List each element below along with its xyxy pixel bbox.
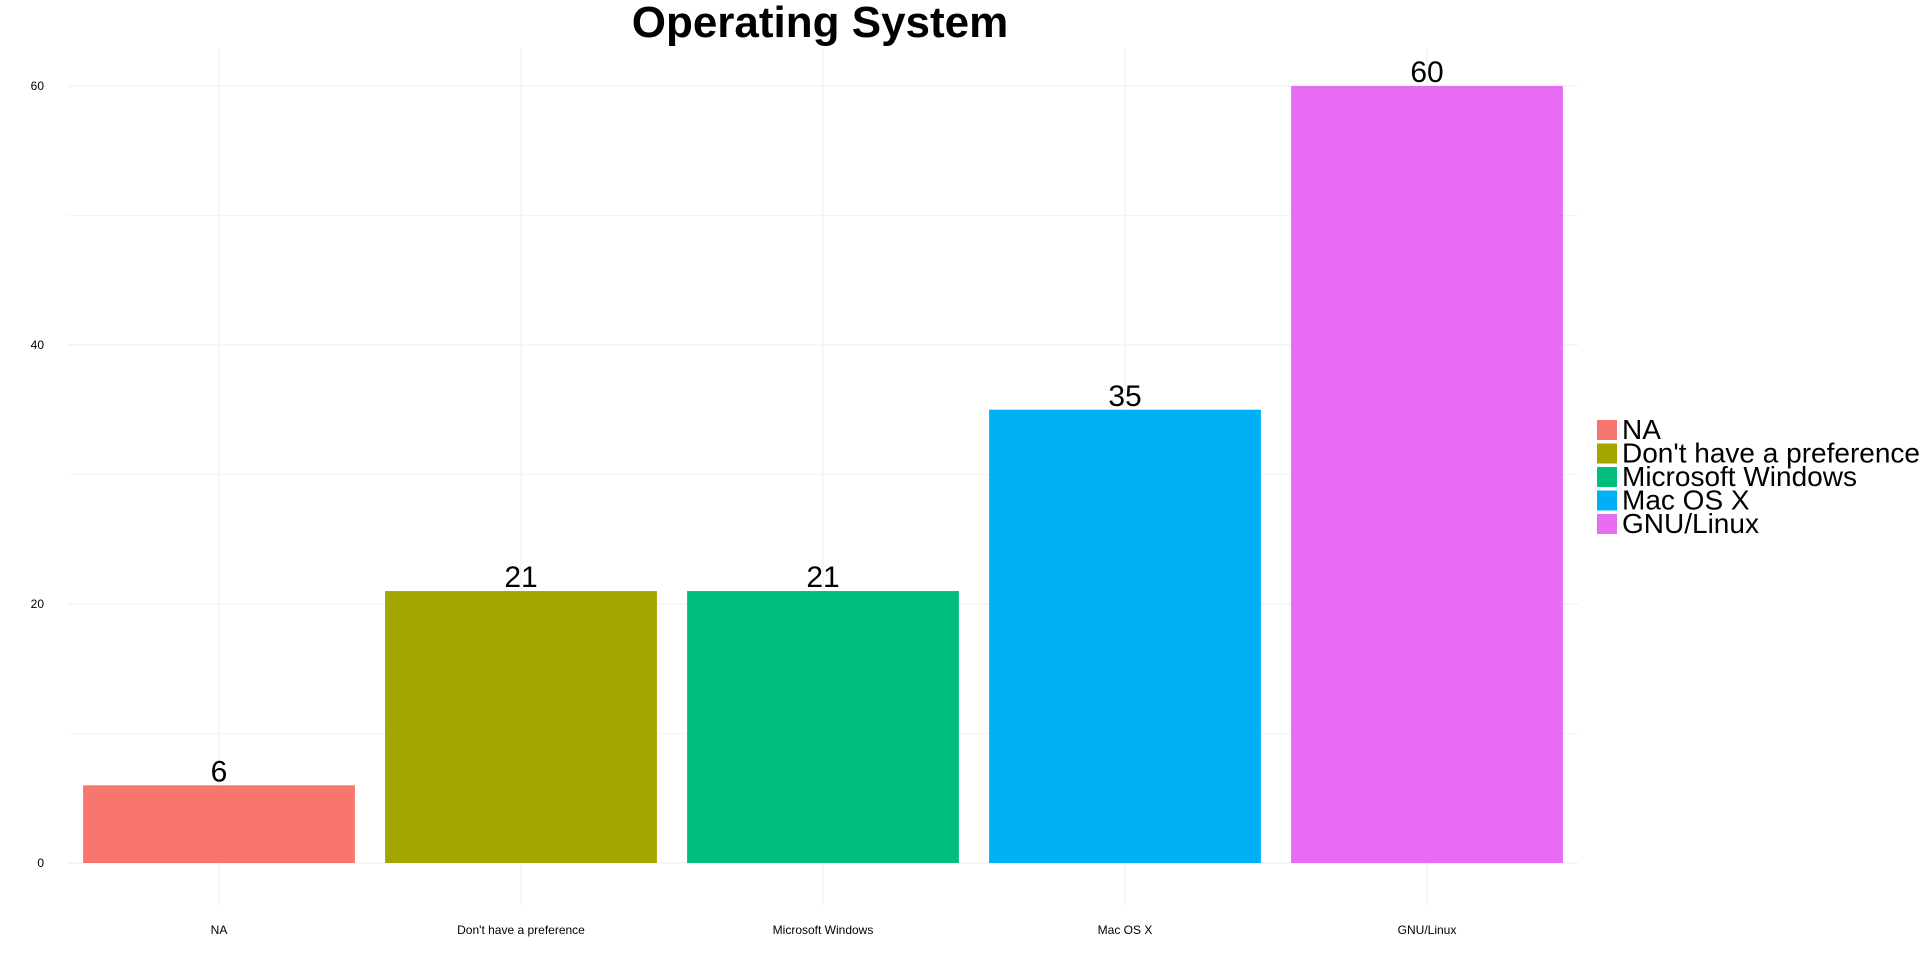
legend-label: NA [1622, 414, 1661, 445]
bar [1291, 86, 1563, 863]
legend-swatch [1597, 467, 1617, 487]
x-tick-label: NA [211, 923, 228, 937]
x-axis: NA Don't have a preference Microsoft Windo… [211, 923, 1457, 937]
chart-title: Operating System [632, 0, 1009, 47]
legend-swatch [1597, 490, 1617, 511]
bars [83, 86, 1563, 863]
y-axis: 0 20 40 60 [31, 79, 45, 870]
bar [687, 591, 959, 863]
y-tick-label: 20 [31, 597, 45, 611]
data-label: 60 [1410, 56, 1443, 89]
legend-swatch [1597, 420, 1617, 440]
x-tick-label: Mac OS X [1098, 923, 1153, 937]
y-tick-label: 0 [37, 856, 44, 870]
y-tick-label: 60 [31, 79, 45, 93]
legend-swatch [1597, 514, 1617, 534]
x-tick-label: GNU/Linux [1398, 923, 1457, 937]
bar [83, 785, 355, 863]
y-tick-label: 40 [31, 338, 45, 352]
legend-label: Don't have a preference [1622, 438, 1920, 469]
legend-label: Mac OS X [1622, 485, 1750, 516]
data-label: 35 [1108, 380, 1141, 413]
bar [385, 591, 657, 863]
legend-label: Microsoft Windows [1622, 461, 1857, 492]
legend-label: GNU/Linux [1622, 508, 1759, 539]
legend-swatch [1597, 443, 1617, 464]
data-label: 6 [211, 755, 228, 788]
data-label: 21 [806, 561, 839, 594]
data-label: 21 [504, 561, 537, 594]
x-tick-label: Microsoft Windows [773, 923, 874, 937]
bar [989, 409, 1261, 863]
x-tick-label: Don't have a preference [457, 923, 585, 937]
data-labels: 6 21 21 35 60 [211, 56, 1444, 788]
